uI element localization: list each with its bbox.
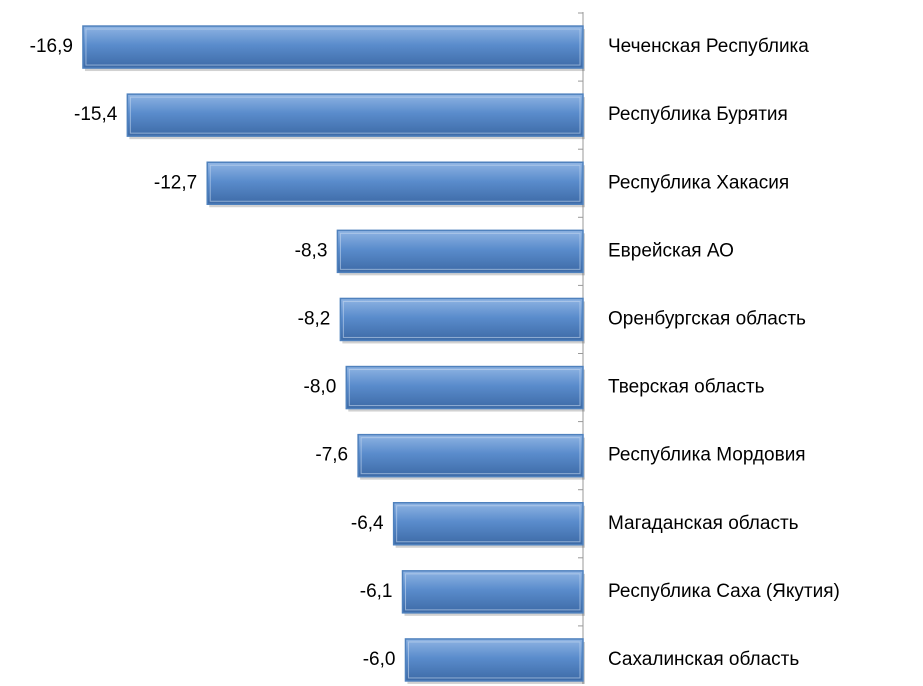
bar	[401, 570, 584, 614]
value-label: -8,3	[295, 240, 328, 261]
bar-edge	[85, 28, 581, 66]
category-label: Республика Бурятия	[608, 104, 788, 125]
value-label: -15,4	[74, 104, 118, 125]
category-label: Еврейская АО	[608, 240, 734, 261]
bar	[206, 161, 584, 205]
category-label: Республика Хакасия	[608, 172, 789, 193]
bar	[392, 502, 584, 546]
value-label: -12,7	[154, 172, 197, 193]
category-label: Республика Саха (Якутия)	[608, 581, 840, 602]
value-label: -16,9	[30, 36, 73, 57]
bar	[336, 229, 584, 274]
value-label: -6,0	[363, 649, 396, 670]
bar	[404, 638, 584, 682]
category-label: Сахалинская область	[608, 649, 799, 670]
category-label: Магаданская область	[608, 513, 799, 534]
value-label: -7,6	[315, 445, 348, 466]
category-label: Республика Мордовия	[608, 445, 806, 466]
value-label: -6,1	[360, 581, 393, 602]
bar-edge	[405, 573, 581, 611]
value-label: -8,2	[298, 308, 331, 329]
bar-edge	[396, 505, 581, 543]
category-label: Чеченская Республика	[608, 36, 809, 57]
bar-edge	[342, 300, 581, 338]
bar	[357, 433, 584, 478]
bar-edge	[339, 232, 581, 270]
category-label: Оренбургская область	[608, 308, 806, 329]
bar-edge	[209, 164, 581, 202]
bar	[82, 25, 584, 69]
category-label: Тверская область	[608, 377, 765, 398]
bar-edge	[360, 437, 581, 475]
bar	[339, 297, 584, 342]
bar	[345, 365, 584, 410]
bar	[126, 93, 584, 137]
value-label: -8,0	[304, 377, 337, 398]
bar-edge	[129, 96, 581, 134]
bar-edge	[407, 641, 581, 679]
bar-edge	[348, 369, 581, 407]
value-label: -6,4	[351, 513, 384, 534]
